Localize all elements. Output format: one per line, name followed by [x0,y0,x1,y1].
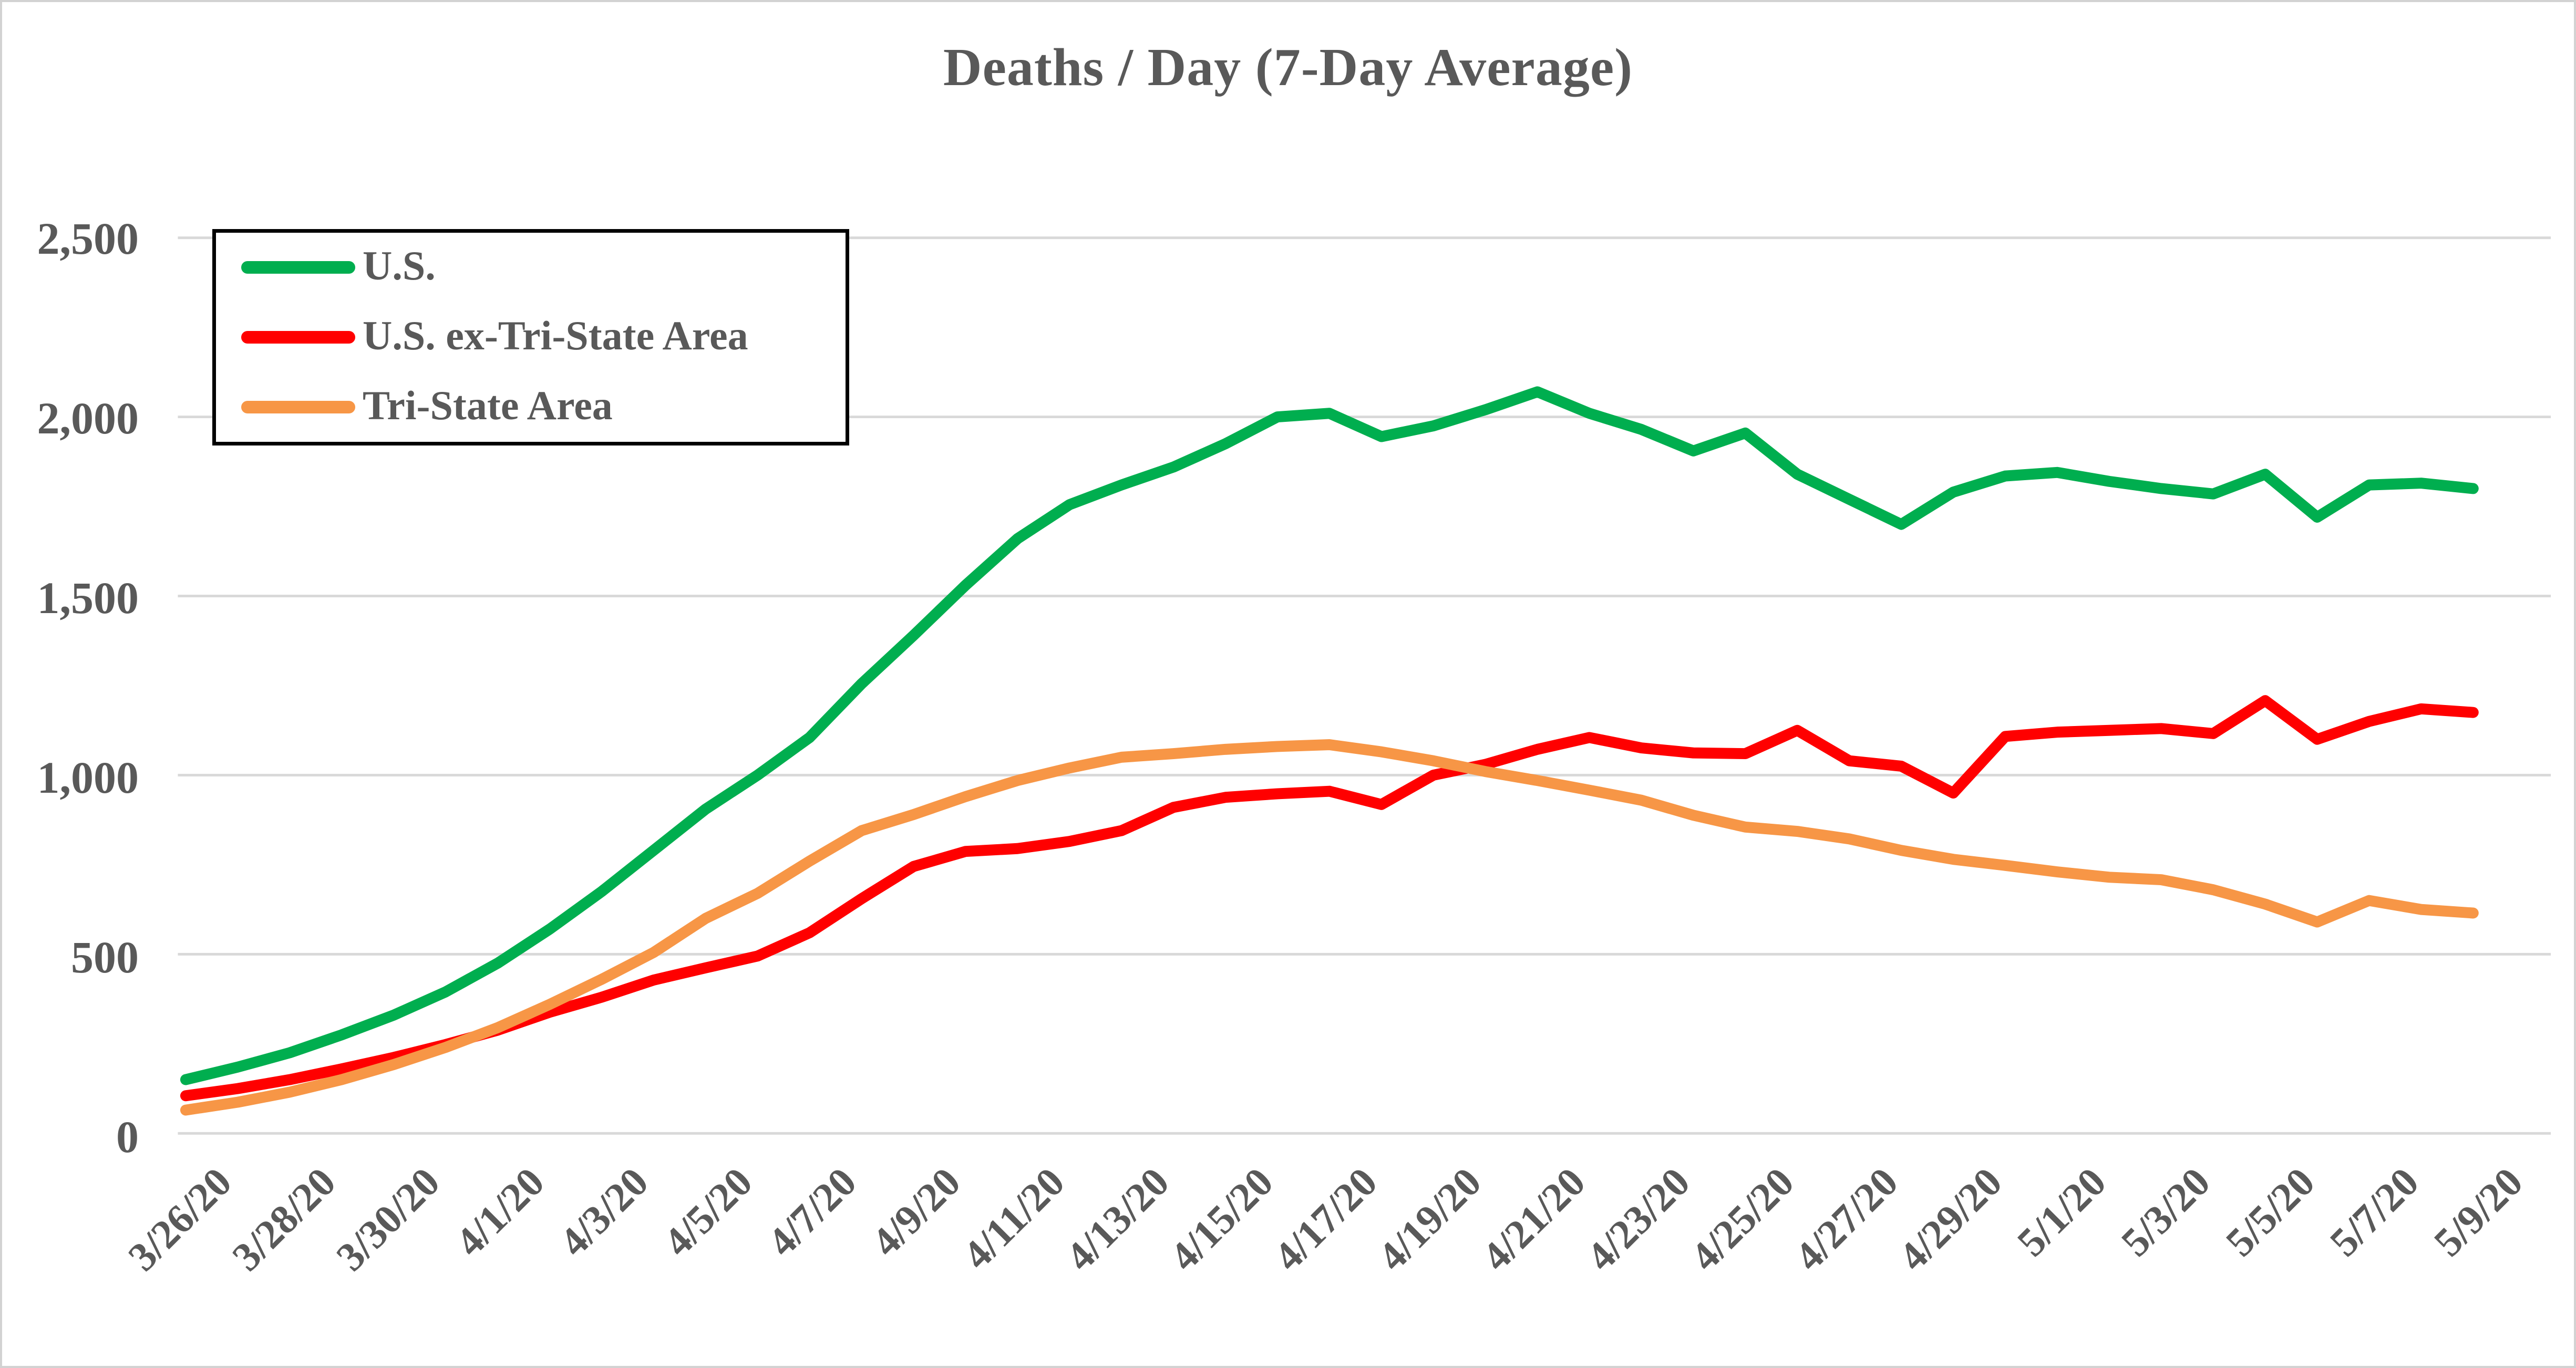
y-tick-label: 1,000 [37,752,139,803]
series-line-tri-state-area [180,739,2479,1116]
series-line-u-s- [180,386,2479,1085]
y-tick-label: 2,500 [37,213,139,264]
legend-item-us-ex-tri-state: U.S. ex-Tri-State Area [216,303,846,372]
legend-label-us: U.S. [363,243,436,289]
legend-item-us: U.S. [216,233,846,303]
legend-label-us-ex-tri-state: U.S. ex-Tri-State Area [363,313,748,358]
y-tick-label: 2,000 [37,393,139,443]
series-line-u-s-ex-tri-state-area [180,695,2479,1102]
y-tick-label: 0 [116,1112,139,1162]
legend-label-tri-state: Tri-State Area [363,382,613,428]
us-line-swatch-icon [241,261,355,274]
us-ex-tri-state-line-swatch-icon [241,331,355,344]
chart-title: Deaths / Day (7-Day Average) [943,38,1633,97]
y-tick-label: 500 [71,932,139,982]
y-tick-label: 1,500 [37,573,139,623]
tri-state-line-swatch-icon [241,400,355,413]
legend-item-tri-state: Tri-State Area [216,372,846,442]
legend: U.S. U.S. ex-Tri-State Area Tri-State Ar… [212,229,849,445]
